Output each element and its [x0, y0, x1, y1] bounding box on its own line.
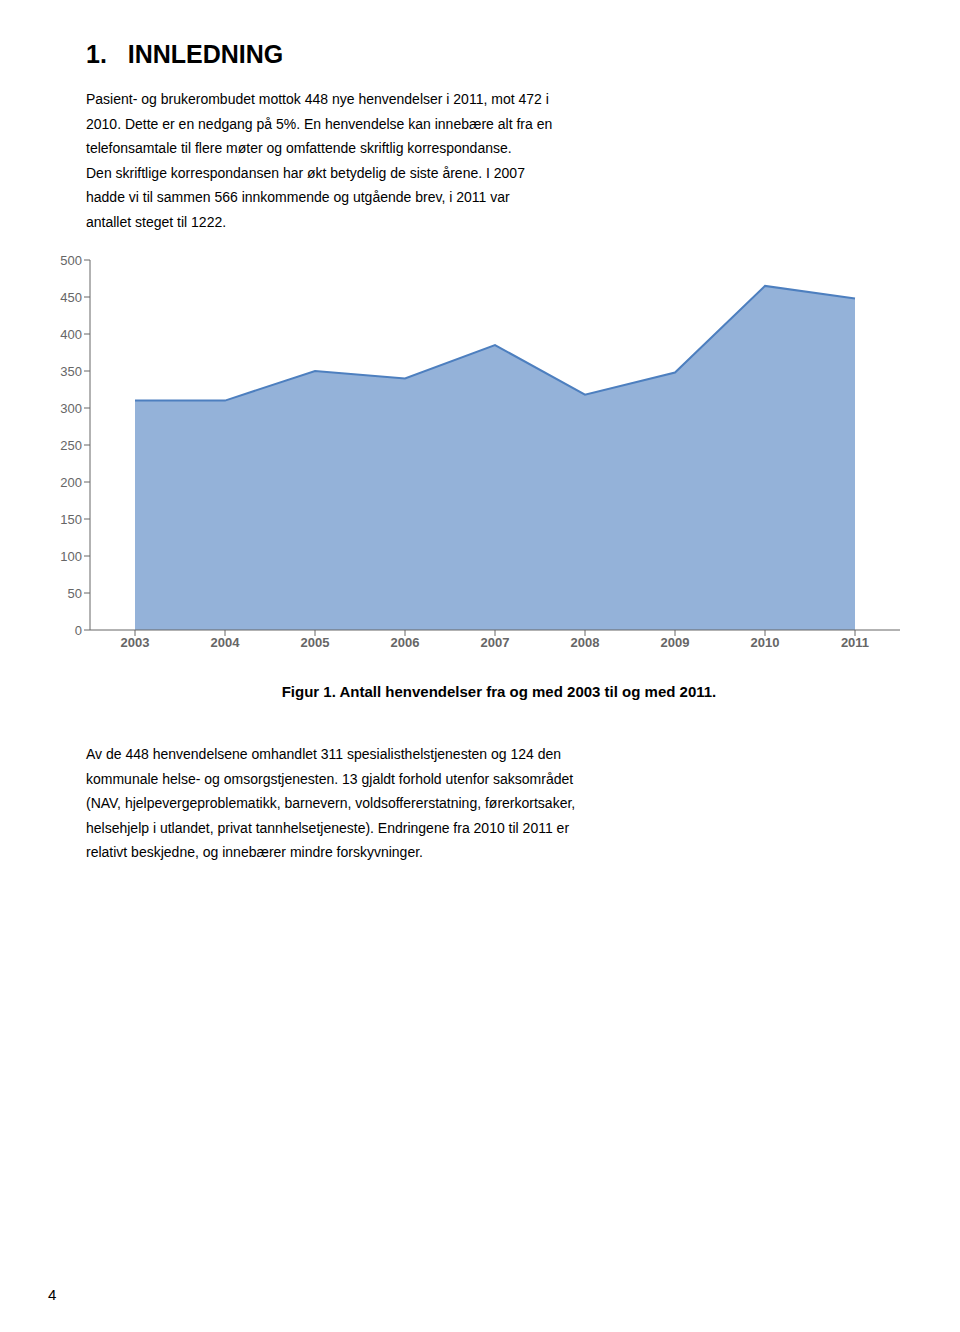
html-text:(NAV, hjelpevergeproblematikk,: (NAV, hjelpevergeproblematikk, barnevern… [86, 795, 576, 812]
svg-text:2008: 2008 [571, 635, 600, 650]
svg-text:2009: 2009 [661, 635, 690, 650]
svg-text:0: 0 [75, 623, 82, 638]
html-text:Den skriftlige korrespondansen: Den skriftlige korrespondansen har økt b… [86, 164, 525, 181]
html-text:antallet steget til 1222.: antallet steget til 1222. [86, 214, 227, 230]
html-text:telefonsamtale til flere møter: telefonsamtale til flere møter og omfatt… [86, 140, 512, 157]
html-text:hadde vi til sammen 566 innkom: hadde vi til sammen 566 innkommende og u… [86, 189, 510, 206]
svg-text:50: 50 [68, 586, 82, 601]
svg-text:400: 400 [60, 327, 82, 342]
svg-text:200: 200 [60, 475, 82, 490]
svg-text:2006: 2006 [391, 635, 420, 650]
html-text:2010. Dette er en nedgang på 5: 2010. Dette er en nedgang på 5%. En henv… [86, 115, 553, 132]
svg-text:2003: 2003 [121, 635, 150, 650]
svg-text:2007: 2007 [481, 635, 510, 650]
html-text:relativt beskjedne, og innebær: relativt beskjedne, og innebærer mindre … [86, 844, 423, 861]
svg-text:2005: 2005 [301, 635, 330, 650]
svg-text:350: 350 [60, 364, 82, 379]
svg-text:2004: 2004 [211, 635, 241, 650]
svg-text:250: 250 [60, 438, 82, 453]
html-text:helsehjelp i utlandet, privat: helsehjelp i utlandet, privat tannhelset… [86, 819, 570, 836]
svg-text:500: 500 [60, 253, 82, 268]
svg-text:150: 150 [60, 512, 82, 527]
svg-text:100: 100 [60, 549, 82, 564]
svg-text:450: 450 [60, 290, 82, 305]
html-text:1. INNLEDNING: 1. INNLEDNING [86, 40, 284, 68]
html-text:4: 4 [48, 1286, 57, 1303]
svg-text:2010: 2010 [751, 635, 780, 650]
html-text:Figur 1. Antall henvendelser f: Figur 1. Antall henvendelser fra og med … [281, 683, 717, 700]
html-text:Av de 448 henvendelsene omhand: Av de 448 henvendelsene omhandlet 311 sp… [86, 746, 562, 762]
html-text:Pasient- og brukerombudet mott: Pasient- og brukerombudet mottok 448 nye… [86, 91, 549, 107]
svg-text:2011: 2011 [841, 635, 869, 650]
html-text:kommunale helse- og omsorgstje: kommunale helse- og omsorgstjenesten. 13… [86, 770, 574, 787]
svg-text:300: 300 [60, 401, 82, 416]
